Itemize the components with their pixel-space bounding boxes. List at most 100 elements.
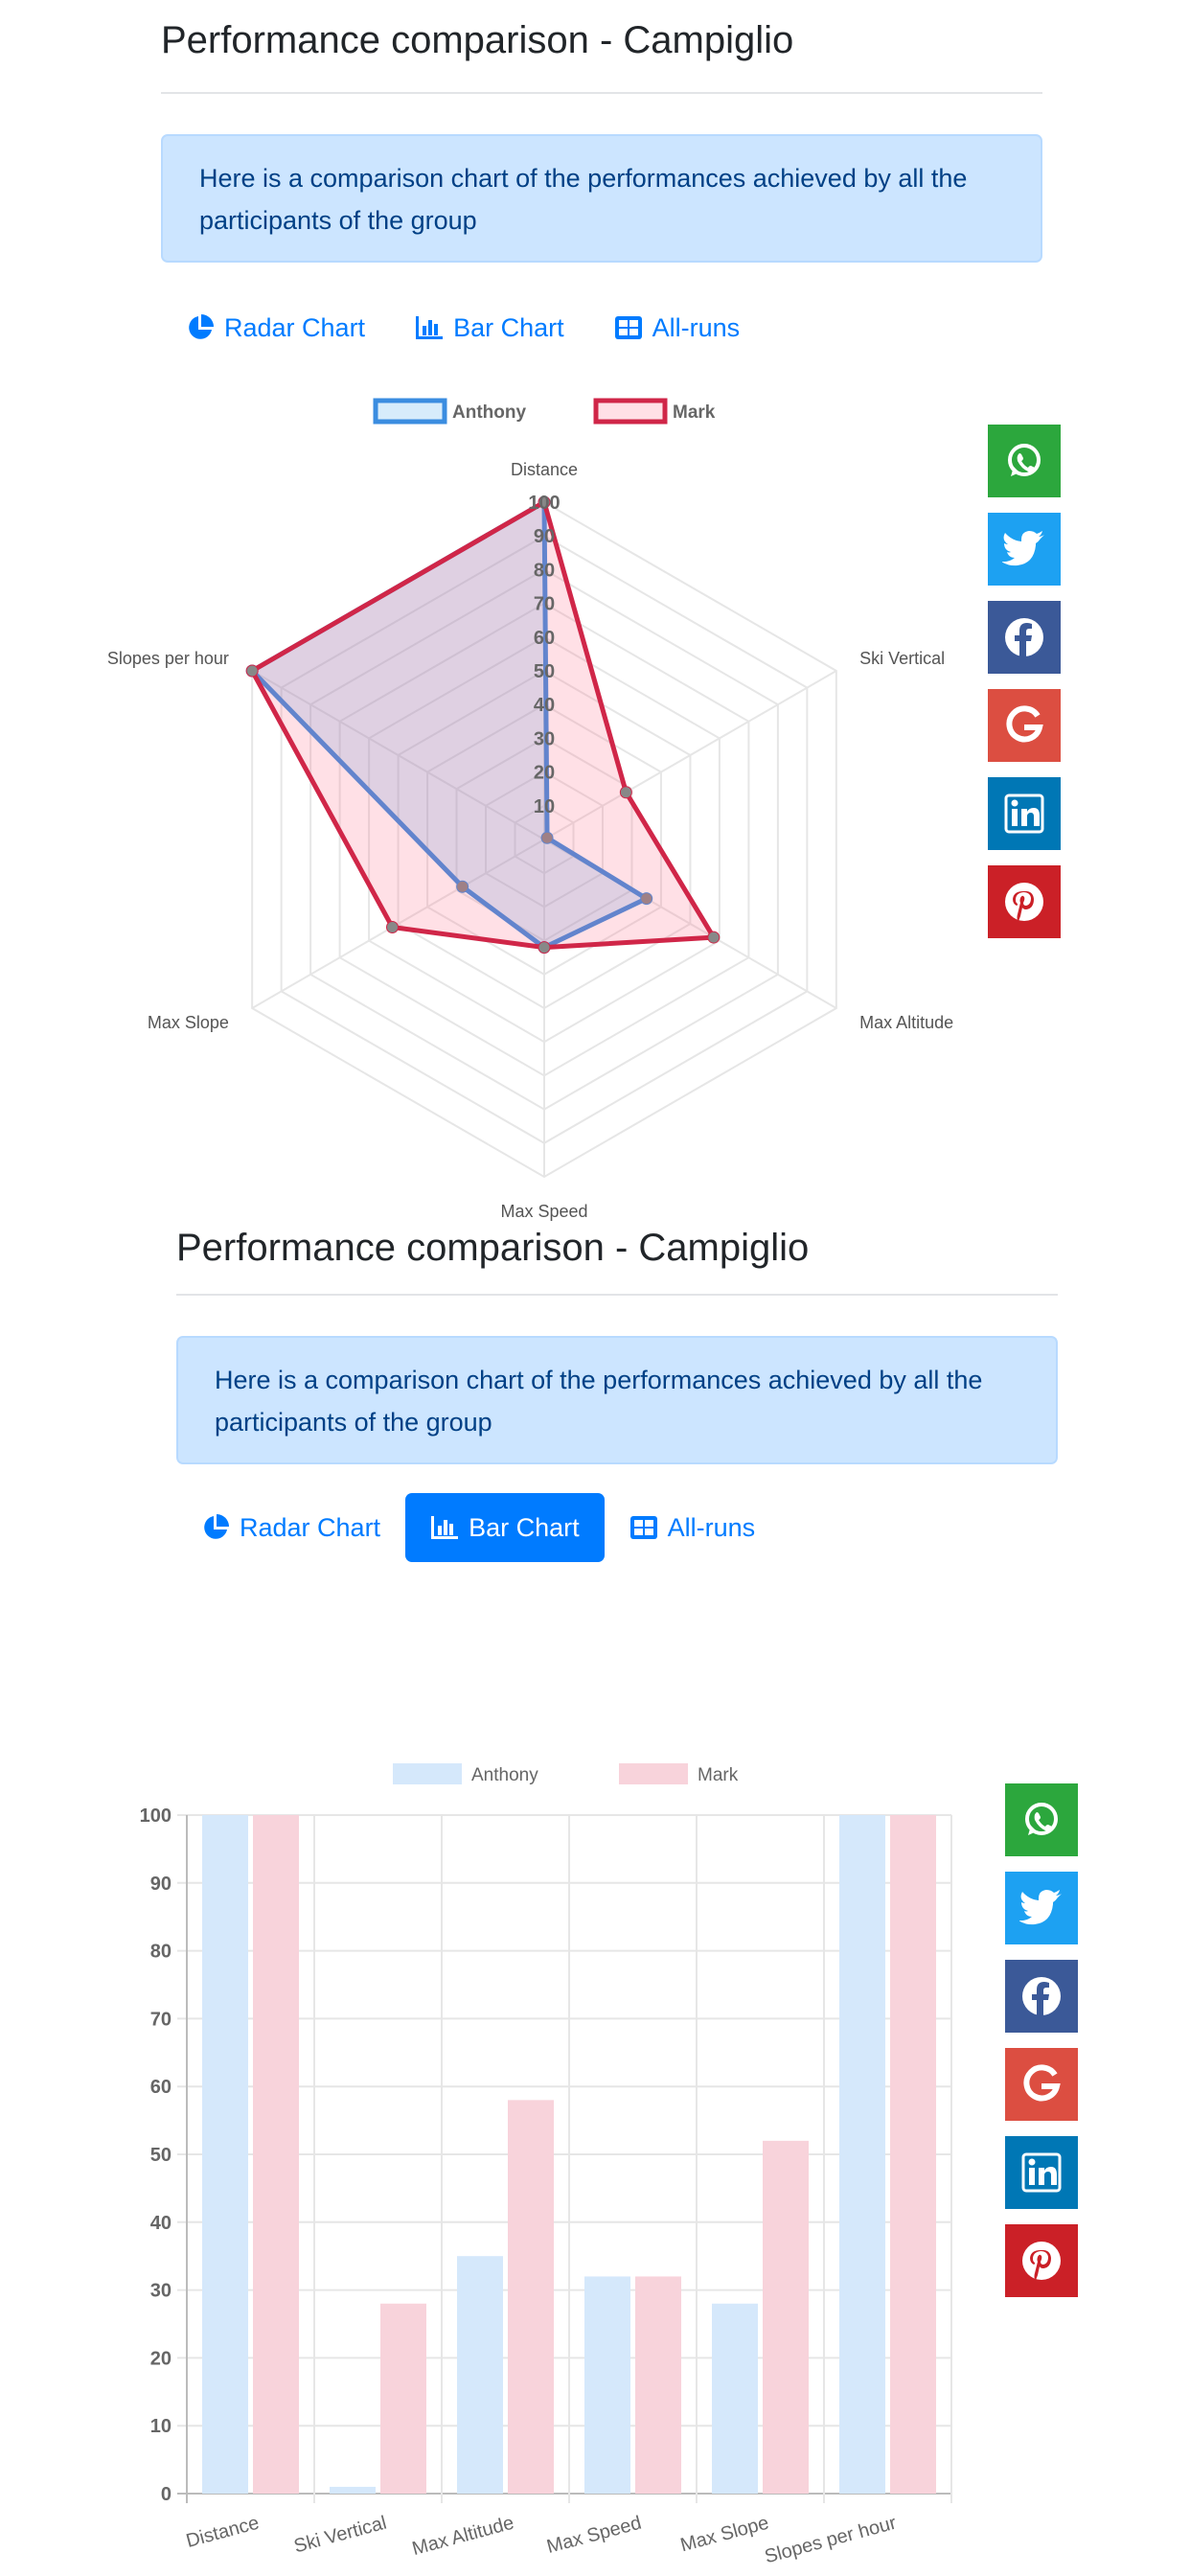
radar-tick-label: 100	[528, 493, 560, 514]
radar-point	[538, 495, 551, 509]
twitter-icon	[1019, 1889, 1064, 1927]
y-tick-label: 70	[150, 2009, 172, 2030]
linkedin-share-button[interactable]	[1005, 2136, 1078, 2209]
x-tick-label: Max Slope	[678, 2513, 771, 2557]
y-tick-label: 90	[150, 1874, 172, 1895]
tab-radar-chart[interactable]: Radar Chart	[161, 293, 390, 362]
tab-label: Radar Chart	[224, 312, 366, 342]
bar	[380, 2303, 426, 2494]
bar	[584, 2276, 630, 2494]
twitter-icon	[1002, 530, 1046, 568]
whatsapp-share-button[interactable]	[1005, 1783, 1078, 1856]
radar-category-label: Ski Vertical	[859, 649, 945, 668]
pinterest-share-button[interactable]	[1005, 2224, 1078, 2297]
google-share-button[interactable]	[988, 689, 1061, 762]
tab-label: All-runs	[652, 312, 741, 342]
radar-category-label: Max Speed	[500, 1202, 587, 1221]
bar-chart-icon	[416, 316, 444, 339]
radar-tick-label: 10	[534, 796, 555, 817]
whatsapp-share-button[interactable]	[988, 425, 1061, 497]
tab-label: All-runs	[667, 1512, 756, 1542]
y-tick-label: 100	[140, 1806, 172, 1827]
radar-point	[456, 880, 469, 893]
share-bar	[1005, 1783, 1078, 2297]
tab-bar-chart[interactable]: Bar Chart	[405, 1493, 605, 1562]
bar	[839, 1815, 885, 2494]
tab-bar-chart[interactable]: Bar Chart	[390, 293, 589, 362]
whatsapp-icon	[1020, 1799, 1063, 1841]
bar	[330, 2486, 376, 2494]
table-icon	[614, 316, 642, 339]
facebook-share-button[interactable]	[988, 601, 1061, 674]
x-tick-label: Max Speed	[544, 2513, 643, 2558]
bar	[763, 2140, 809, 2494]
facebook-icon	[1019, 1974, 1064, 2018]
tab-all-runs[interactable]: All-runs	[589, 293, 766, 362]
linkedin-icon	[1003, 793, 1045, 835]
bar-chart: Anthony Mark 0 10 20 30 40 50 60 70 80 90 100 Distanc…	[140, 1763, 952, 2567]
legend-label: Mark	[673, 402, 716, 423]
bar	[890, 1815, 936, 2494]
legend-swatch	[393, 1763, 462, 1784]
radar-point	[619, 786, 632, 799]
bar	[712, 2303, 758, 2494]
bar	[508, 2100, 554, 2494]
y-tick-label: 30	[150, 2281, 172, 2302]
title-divider	[176, 1294, 1058, 1296]
info-text: Here is a comparison chart of the perfor…	[215, 1366, 983, 1437]
radar-tick-label: 20	[534, 763, 555, 784]
x-tick-label: Slopes per hour	[763, 2512, 899, 2567]
radar-category-label: Max Altitude	[859, 1013, 953, 1032]
radar-grid	[251, 500, 837, 1179]
y-tick-label: 40	[150, 2213, 172, 2234]
legend-label: Mark	[698, 1765, 739, 1785]
tab-label: Bar Chart	[469, 1512, 580, 1542]
y-tick-label: 80	[150, 1942, 172, 1963]
radar-point	[640, 892, 653, 906]
info-text: Here is a comparison chart of the perfor…	[199, 164, 968, 235]
twitter-share-button[interactable]	[988, 513, 1061, 586]
radar-point	[245, 664, 259, 678]
radar-axis-line	[543, 670, 837, 840]
y-tick-label: 20	[150, 2348, 172, 2369]
tab-radar-chart[interactable]: Radar Chart	[176, 1493, 405, 1562]
radar-point	[540, 831, 554, 844]
radar-axis-line	[251, 670, 545, 840]
twitter-share-button[interactable]	[1005, 1872, 1078, 1944]
bar-chart-icon	[431, 1516, 459, 1539]
google-share-button[interactable]	[1005, 2048, 1078, 2121]
bar	[253, 1815, 299, 2494]
y-tick-label: 10	[150, 2416, 172, 2437]
bar-grid	[177, 1814, 952, 2503]
pinterest-share-button[interactable]	[988, 865, 1061, 938]
radar-tick-label: 90	[534, 526, 555, 547]
info-alert: Here is a comparison chart of the perfor…	[176, 1336, 1058, 1464]
linkedin-share-button[interactable]	[988, 777, 1061, 850]
facebook-share-button[interactable]	[1005, 1960, 1078, 2033]
legend-item: Anthony	[373, 398, 526, 425]
info-alert: Here is a comparison chart of the perfor…	[161, 134, 1042, 263]
x-tick-label: Ski Vertical	[292, 2513, 389, 2558]
google-icon	[1003, 704, 1045, 747]
chart-legend: Anthony Mark	[393, 1763, 739, 1785]
table-icon	[629, 1516, 657, 1539]
y-tick-label: 50	[150, 2145, 172, 2166]
radar-category-label: Slopes per hour	[107, 649, 229, 668]
share-bar	[988, 425, 1061, 938]
chart-tabs: Radar Chart Bar Chart All-runs	[176, 1493, 780, 1562]
bar	[635, 2276, 681, 2494]
radar-category-label: Max Slope	[148, 1013, 229, 1032]
tab-all-runs[interactable]: All-runs	[605, 1493, 781, 1562]
legend-swatch	[593, 398, 668, 425]
radar-tick-label: 30	[534, 728, 555, 749]
tab-label: Radar Chart	[240, 1512, 381, 1542]
radar-tick-label: 70	[534, 594, 555, 615]
facebook-icon	[1002, 615, 1046, 659]
radar-chart: Anthony Mark 10 20 30 40 50 60 70 80 90 100 Distance…	[107, 398, 953, 1221]
y-tick-label: 60	[150, 2077, 172, 2098]
legend-label: Anthony	[452, 402, 526, 423]
bar	[202, 1815, 248, 2494]
chart-tabs: Radar Chart Bar Chart All-runs	[161, 293, 765, 362]
legend-item: Mark	[593, 398, 716, 425]
bar	[457, 2256, 503, 2494]
